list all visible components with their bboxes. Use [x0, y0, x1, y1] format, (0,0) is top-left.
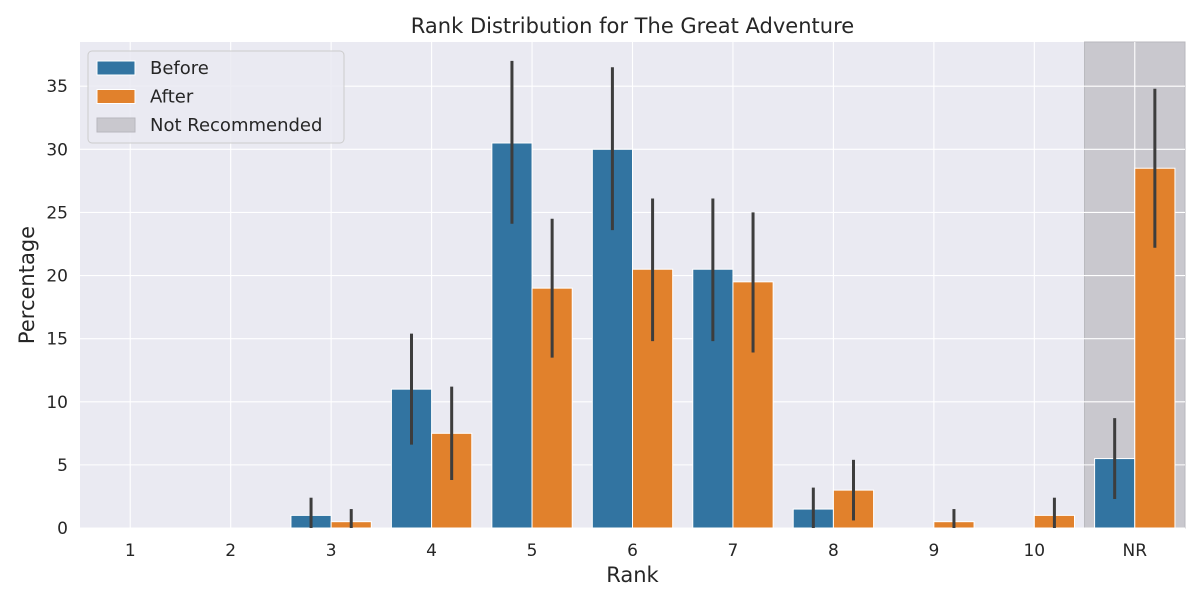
x-tick-label: 3 — [326, 541, 337, 561]
y-axis-title: Percentage — [15, 226, 39, 344]
y-tick-label: 35 — [46, 77, 68, 97]
x-tick-label: 2 — [225, 541, 236, 561]
x-axis-title: Rank — [606, 563, 659, 587]
x-tick-label: 4 — [426, 541, 437, 561]
x-tick-label: 5 — [527, 541, 538, 561]
y-tick-label: 0 — [57, 519, 68, 539]
error-bar-layer — [309, 60, 1157, 528]
y-tick-label: 30 — [46, 140, 68, 160]
legend-entry-not-recommended-swatch — [96, 117, 136, 133]
x-tick-label: 7 — [728, 541, 739, 561]
x-tick-label: 10 — [1023, 541, 1045, 561]
x-tick-label: 6 — [627, 541, 638, 561]
y-tick-label: 20 — [46, 267, 68, 287]
y-tick-label: 15 — [46, 330, 68, 350]
legend-entry-before-swatch — [96, 60, 136, 76]
legend: Before After Not Recommended — [87, 50, 345, 144]
y-tick-label: 10 — [46, 393, 68, 413]
chart-title: Rank Distribution for The Great Adventur… — [411, 14, 854, 38]
x-tick-label: 8 — [828, 541, 839, 561]
legend-entry-after-swatch — [96, 89, 136, 104]
legend-entry-after-label: After — [150, 87, 194, 108]
x-tick-label: 1 — [125, 541, 136, 561]
x-tick-label: NR — [1123, 541, 1148, 561]
y-tick-label: 25 — [46, 203, 68, 223]
legend-box — [87, 50, 345, 144]
legend-entry-not-recommended-label: Not Recommended — [150, 115, 322, 136]
y-tick-label: 5 — [57, 456, 68, 476]
legend-entry-before-label: Before — [150, 58, 209, 79]
x-tick-label: 9 — [928, 541, 939, 561]
tick-label-layer: 0 5 10 15 20 25 30 35 1 2 3 4 5 6 7 8 9 10 NR — [46, 77, 1147, 561]
